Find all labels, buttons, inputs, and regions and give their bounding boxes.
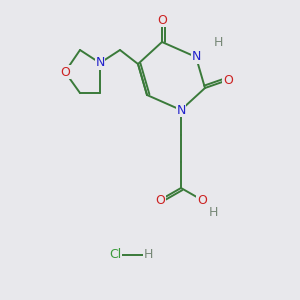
Text: N: N <box>95 56 105 70</box>
Text: O: O <box>223 74 233 86</box>
Text: O: O <box>197 194 207 206</box>
Text: N: N <box>191 50 201 64</box>
Text: H: H <box>208 206 218 218</box>
Text: H: H <box>213 35 223 49</box>
Text: H: H <box>143 248 153 262</box>
Text: O: O <box>60 65 70 79</box>
Text: Cl: Cl <box>109 248 121 262</box>
Text: O: O <box>157 14 167 26</box>
Text: N: N <box>176 103 186 116</box>
Text: O: O <box>155 194 165 206</box>
